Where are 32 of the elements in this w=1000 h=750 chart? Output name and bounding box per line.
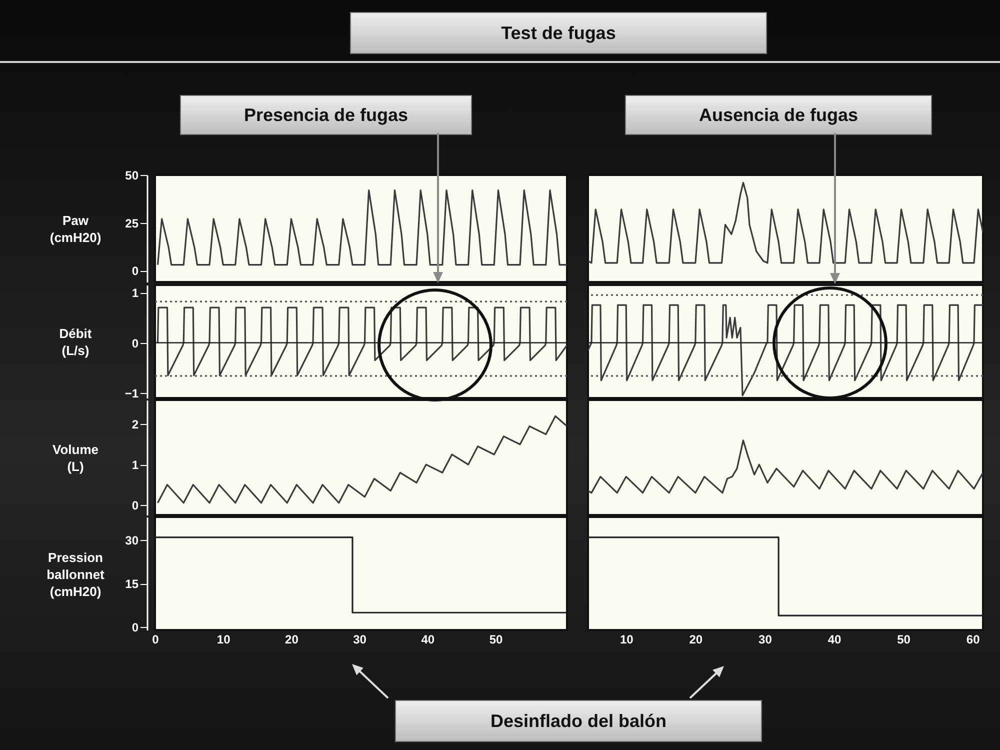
y-tick-label: 30: [125, 534, 139, 548]
x-tick-label: 30: [353, 632, 367, 646]
x-tick-label: 50: [897, 632, 911, 646]
text: Desinflado del balón: [395, 700, 762, 742]
x-tick-label: 10: [620, 632, 634, 646]
y-tick-label: 50: [125, 168, 139, 182]
x-tick-label: 40: [828, 632, 842, 646]
chart-subtitle: Ausencia de fugas: [625, 95, 932, 135]
chart-title: Test de fugas: [350, 12, 767, 54]
y-tick-label: 1: [132, 458, 139, 472]
x-tick-label: 30: [758, 632, 772, 646]
y-tick-label: 0: [132, 620, 139, 635]
x-tick-label: 10: [216, 632, 231, 646]
chart-subtitle: Presencia de fugas: [180, 95, 472, 135]
y-axis-title: Pression ballonnet (cmH20): [46, 550, 106, 599]
y-tick-label: 0: [132, 498, 139, 512]
y-tick-label: 0: [132, 336, 139, 350]
x-tick-label: 60: [966, 632, 980, 646]
y-tick-label: 0: [132, 264, 139, 278]
y-tick-label: 2: [132, 418, 139, 432]
y-axis-title: Paw (cmH20): [50, 213, 102, 245]
x-tick-label: 40: [421, 632, 435, 646]
x-tick-label: 20: [285, 632, 299, 646]
x-tick-label: 0: [152, 632, 160, 646]
y-tick-label: −1: [124, 386, 139, 400]
y-tick-label: 1: [132, 286, 139, 300]
x-tick-label: 20: [689, 632, 703, 646]
y-tick-label: 25: [125, 216, 139, 230]
y-axis-title: Débit (L/s): [59, 326, 92, 358]
y-axis-title: Volume (L): [52, 442, 98, 474]
y-tick-label: 15: [125, 577, 139, 592]
x-tick-label: 50: [489, 632, 503, 646]
